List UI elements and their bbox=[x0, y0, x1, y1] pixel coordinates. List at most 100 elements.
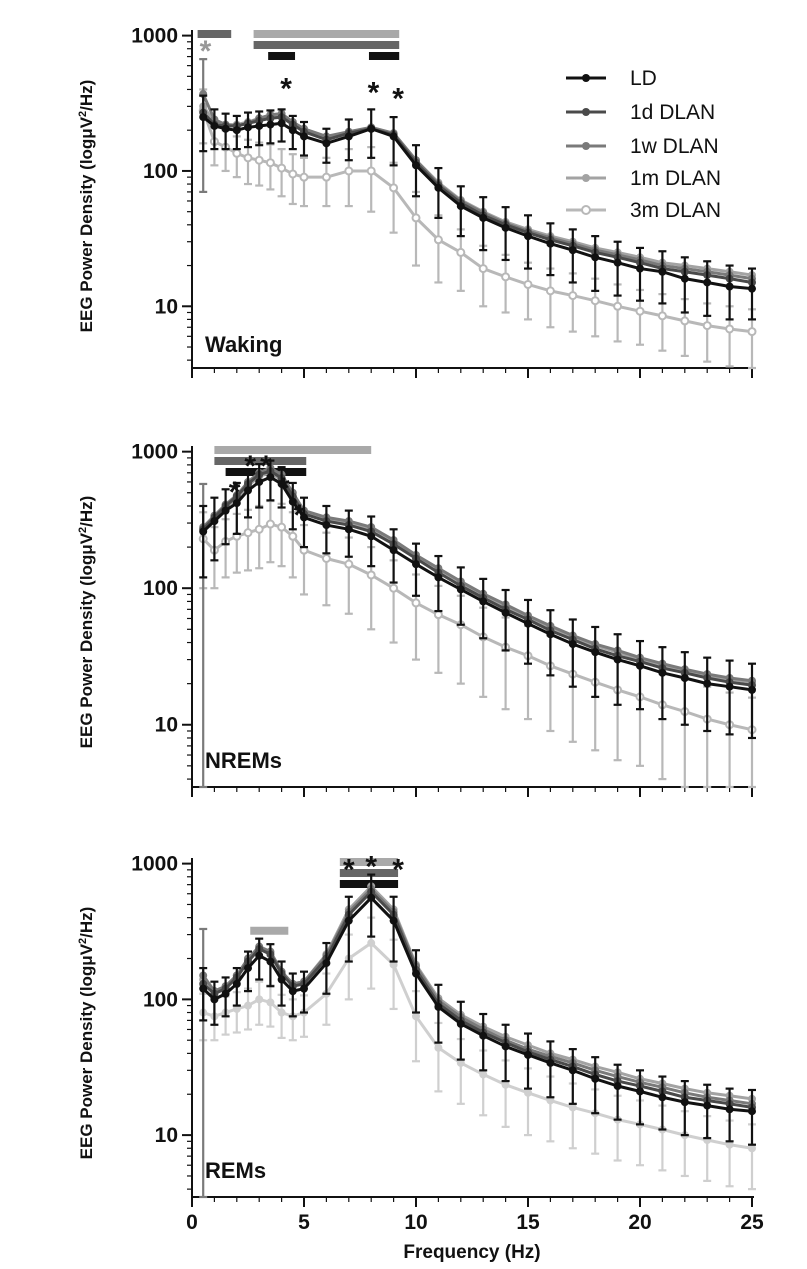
y-tick-label: 10 bbox=[155, 1124, 178, 1147]
data-point bbox=[725, 682, 734, 691]
data-point bbox=[389, 546, 398, 555]
data-point bbox=[703, 679, 712, 688]
data-point bbox=[748, 685, 756, 694]
data-point bbox=[725, 1105, 734, 1114]
data-point bbox=[702, 321, 712, 331]
data-point bbox=[411, 598, 421, 608]
data-point bbox=[434, 573, 443, 582]
y-tick-label: 1000 bbox=[131, 441, 178, 464]
data-point bbox=[322, 959, 331, 968]
data-point bbox=[199, 984, 208, 993]
data-point bbox=[265, 519, 275, 529]
data-point bbox=[479, 213, 488, 222]
data-point bbox=[546, 630, 555, 639]
significance-star: * bbox=[343, 854, 355, 887]
y-tick-label: 10 bbox=[155, 714, 178, 737]
data-point bbox=[680, 316, 690, 326]
data-point bbox=[411, 213, 421, 223]
data-point bbox=[412, 560, 420, 569]
data-point bbox=[367, 532, 376, 541]
series-3m-dlan bbox=[198, 499, 757, 789]
data-point bbox=[232, 499, 241, 508]
data-point bbox=[680, 1098, 689, 1107]
data-point bbox=[412, 969, 420, 978]
series-ld bbox=[199, 459, 756, 740]
data-point bbox=[658, 1093, 667, 1102]
data-point bbox=[266, 473, 275, 482]
data-point bbox=[210, 517, 219, 526]
series-1m-dlan bbox=[199, 882, 756, 1103]
panel-rems: 10 100 1000 0 5 10 15 20 25 * * * bbox=[131, 851, 764, 1234]
series-ld bbox=[199, 873, 756, 1146]
x-tick-label: 20 bbox=[628, 1211, 651, 1234]
data-point bbox=[389, 183, 399, 193]
data-point bbox=[568, 1103, 577, 1112]
y-tick-label: 100 bbox=[143, 577, 178, 600]
y-tick-label: 1000 bbox=[131, 853, 178, 876]
data-point bbox=[568, 246, 577, 255]
data-point bbox=[321, 554, 331, 564]
data-point bbox=[703, 278, 712, 287]
data-point bbox=[232, 979, 241, 988]
significance-star: * bbox=[244, 450, 256, 483]
x-tick-label: 0 bbox=[186, 1211, 198, 1234]
data-point bbox=[524, 619, 532, 628]
legend-item-1m-dlan: 1m DLAN bbox=[566, 167, 721, 190]
data-point bbox=[288, 169, 298, 179]
legend-item-3m-dlan: 3m DLAN bbox=[566, 199, 721, 222]
series-line bbox=[201, 105, 753, 277]
x-tick-label: 10 bbox=[404, 1211, 427, 1234]
legend-item-ld: LD bbox=[566, 67, 657, 90]
legend-item-1d-dlan: 1d DLAN bbox=[566, 101, 715, 124]
data-point bbox=[277, 119, 286, 128]
data-point bbox=[367, 124, 376, 133]
data-point bbox=[344, 525, 353, 534]
significance-star: * bbox=[260, 450, 272, 483]
data-point bbox=[221, 124, 230, 133]
data-point bbox=[725, 282, 734, 291]
data-point bbox=[389, 916, 398, 925]
data-point bbox=[221, 506, 230, 515]
data-point bbox=[344, 916, 353, 925]
data-point bbox=[524, 1088, 532, 1097]
panel-label-waking: Waking bbox=[205, 332, 282, 357]
panel-waking: 10 100 1000 * * * * bbox=[131, 25, 757, 378]
data-point bbox=[501, 1042, 510, 1051]
data-point bbox=[657, 311, 667, 321]
data-point bbox=[478, 264, 488, 274]
data-point bbox=[344, 132, 353, 141]
data-point bbox=[244, 486, 252, 495]
data-point bbox=[300, 132, 308, 141]
data-point bbox=[748, 284, 756, 293]
data-point bbox=[546, 1058, 555, 1067]
y-axis-label-nrems: EEG Power Density (logμV2/Hz) bbox=[77, 496, 96, 749]
panel-label-rems: REMs bbox=[205, 1158, 266, 1183]
data-point bbox=[221, 989, 230, 998]
data-point bbox=[433, 610, 443, 620]
data-point bbox=[255, 951, 264, 960]
y-tick-label: 100 bbox=[143, 988, 178, 1011]
data-point bbox=[288, 987, 297, 996]
y-tick-label: 1000 bbox=[131, 25, 178, 48]
series-ld bbox=[199, 94, 756, 321]
data-point bbox=[545, 286, 555, 296]
data-point bbox=[412, 1012, 420, 1021]
data-point bbox=[748, 1144, 756, 1153]
data-point bbox=[613, 655, 622, 664]
data-point bbox=[244, 1001, 252, 1010]
data-point bbox=[613, 1082, 622, 1091]
legend-label: 1d DLAN bbox=[630, 101, 715, 124]
data-point bbox=[456, 247, 466, 257]
series-line bbox=[202, 475, 753, 692]
data-point bbox=[322, 139, 331, 148]
data-point bbox=[501, 1080, 510, 1089]
series-line bbox=[202, 890, 753, 1109]
data-point bbox=[501, 223, 510, 232]
data-point bbox=[277, 522, 287, 532]
x-tick-label: 5 bbox=[298, 1211, 310, 1234]
legend-label: 1m DLAN bbox=[630, 167, 721, 190]
data-point bbox=[210, 995, 219, 1004]
data-point bbox=[433, 235, 443, 245]
